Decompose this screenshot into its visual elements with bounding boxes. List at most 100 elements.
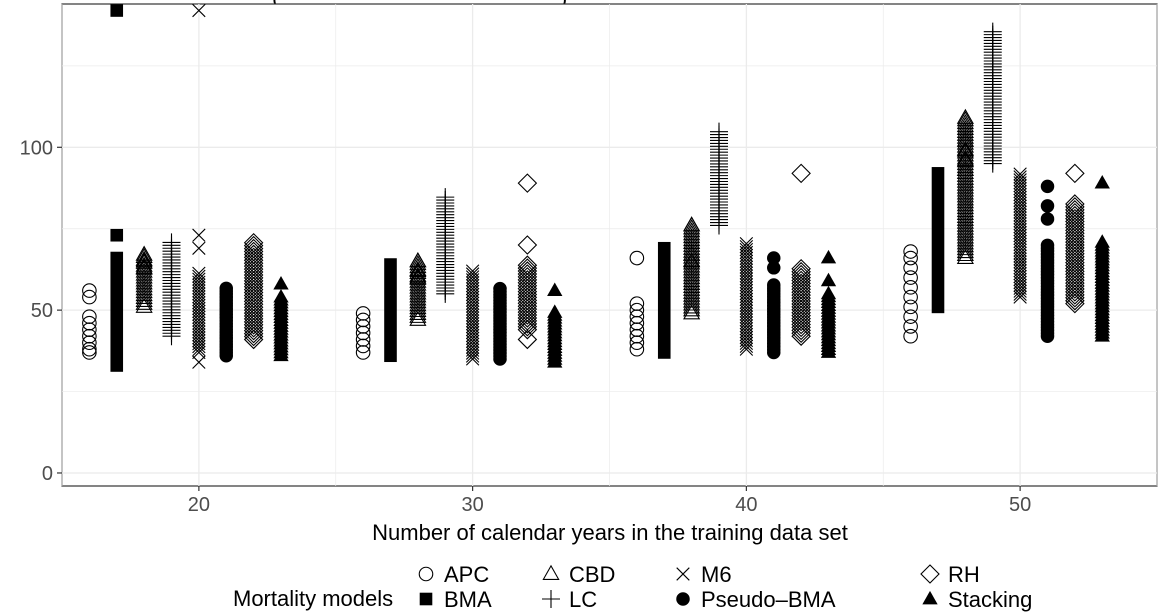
y-tick-label: 0 <box>42 463 53 485</box>
point-cbd <box>683 274 701 291</box>
point-apc <box>629 341 645 357</box>
point-apc <box>82 283 97 298</box>
point-cbd <box>956 234 974 250</box>
point-cbd <box>956 225 974 241</box>
point-rh <box>517 173 538 193</box>
series-m6 <box>192 3 1027 369</box>
point-cbd <box>409 272 427 288</box>
legend-title: Mortality models <box>233 586 393 611</box>
point-m6 <box>192 3 206 18</box>
point-m6 <box>192 269 206 283</box>
point-cbd <box>683 286 701 302</box>
point-cbd <box>683 233 701 249</box>
point-cbd <box>683 230 701 247</box>
range-bma <box>384 258 397 363</box>
point-apc <box>903 250 918 266</box>
point-bma <box>110 4 124 17</box>
point-stacking <box>1094 175 1110 189</box>
legend-items: APC CBD M6 RH BMA LC Pseudo–BMA Stacking <box>418 562 1032 612</box>
point-m6 <box>192 355 206 369</box>
point-cbd <box>409 296 427 312</box>
y-tick-label: 50 <box>31 300 53 322</box>
point-apc <box>903 319 918 334</box>
legend-item-stacking: Stacking <box>922 587 1032 612</box>
legend-key-rh <box>920 564 940 584</box>
point-lc <box>983 22 1002 41</box>
legend-key-lc <box>542 590 560 608</box>
point-cbd <box>409 278 427 294</box>
series-stacking <box>273 175 1110 368</box>
legend-label: APC <box>444 562 489 587</box>
point-stacking <box>273 289 289 303</box>
legend-item-lc: LC <box>542 587 597 612</box>
point-rh <box>1065 163 1085 184</box>
point-cbd <box>683 292 701 308</box>
point-rh <box>243 232 264 253</box>
point-rh <box>517 258 538 278</box>
point-cbd <box>683 216 701 232</box>
point-apc <box>903 328 918 344</box>
point-cbd <box>683 269 701 285</box>
point-cbd <box>956 231 974 247</box>
point-cbd <box>956 248 974 264</box>
point-cbd <box>956 181 974 197</box>
point-apc <box>903 270 918 285</box>
point-rh <box>243 235 264 256</box>
point-cbd <box>956 163 974 179</box>
point-cbd <box>956 242 974 259</box>
x-tick-label: 50 <box>1009 494 1031 516</box>
range-bma <box>931 167 945 314</box>
point-cbd <box>956 119 974 136</box>
point-bma <box>110 228 124 242</box>
legend-item-pseudo-bma: Pseudo–BMA <box>676 587 836 612</box>
point-cbd <box>135 250 153 266</box>
point-cbd <box>956 151 974 167</box>
point-cbd <box>956 184 974 200</box>
point-cbd <box>956 210 974 226</box>
point-cbd <box>956 122 974 138</box>
point-stacking <box>273 275 289 290</box>
point-apc <box>629 250 645 266</box>
point-cbd <box>409 301 427 318</box>
legend-label: BMA <box>444 587 492 612</box>
point-m6 <box>192 241 206 255</box>
point-cbd <box>135 247 153 264</box>
point-rh <box>1065 194 1085 214</box>
point-cbd <box>956 149 974 165</box>
legend-key-bma <box>419 592 433 606</box>
point-apc <box>903 289 918 305</box>
point-cbd <box>409 304 427 320</box>
point-cbd <box>683 236 701 252</box>
point-cbd <box>683 239 701 255</box>
point-lc <box>162 233 181 252</box>
y-tick-label: 100 <box>20 137 53 159</box>
legend-label: M6 <box>701 562 732 587</box>
legend-key-stacking <box>922 590 938 605</box>
point-cbd <box>683 277 701 293</box>
point-apc <box>903 244 918 259</box>
point-cbd <box>409 261 427 278</box>
point-cbd <box>409 269 427 285</box>
point-cbd <box>135 262 153 278</box>
point-cbd <box>409 266 427 282</box>
point-stacking <box>547 282 563 296</box>
point-cbd <box>683 219 701 235</box>
point-rh <box>517 235 538 255</box>
point-apc <box>82 345 97 360</box>
point-cbd <box>683 301 701 317</box>
point-cbd <box>683 248 701 264</box>
point-cbd <box>135 283 153 299</box>
point-cbd <box>956 193 974 209</box>
point-pseudo-bma <box>219 281 233 296</box>
point-cbd <box>956 201 974 218</box>
point-cbd <box>683 304 701 320</box>
point-apc <box>355 345 371 360</box>
point-m6 <box>465 267 480 281</box>
point-cbd <box>956 143 974 159</box>
x-tick-label: 40 <box>735 494 757 516</box>
point-lc <box>436 188 455 207</box>
point-m6 <box>739 237 754 251</box>
point-apc <box>903 309 918 324</box>
point-cbd <box>683 225 701 241</box>
